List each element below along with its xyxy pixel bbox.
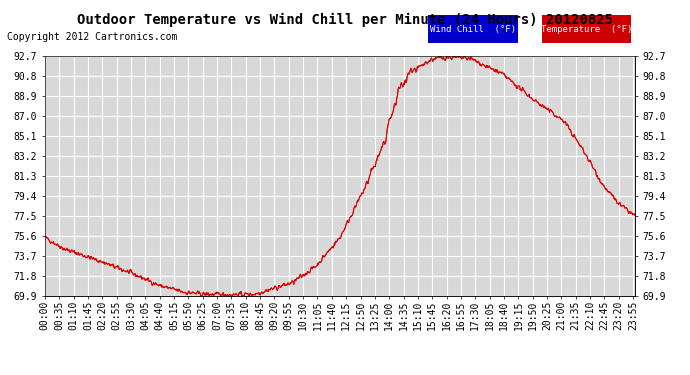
Text: Wind Chill  (°F): Wind Chill (°F) <box>430 25 515 34</box>
Text: Temperature  (°F): Temperature (°F) <box>541 25 632 34</box>
Text: Copyright 2012 Cartronics.com: Copyright 2012 Cartronics.com <box>7 32 177 42</box>
Text: Outdoor Temperature vs Wind Chill per Minute (24 Hours) 20120825: Outdoor Temperature vs Wind Chill per Mi… <box>77 13 613 27</box>
